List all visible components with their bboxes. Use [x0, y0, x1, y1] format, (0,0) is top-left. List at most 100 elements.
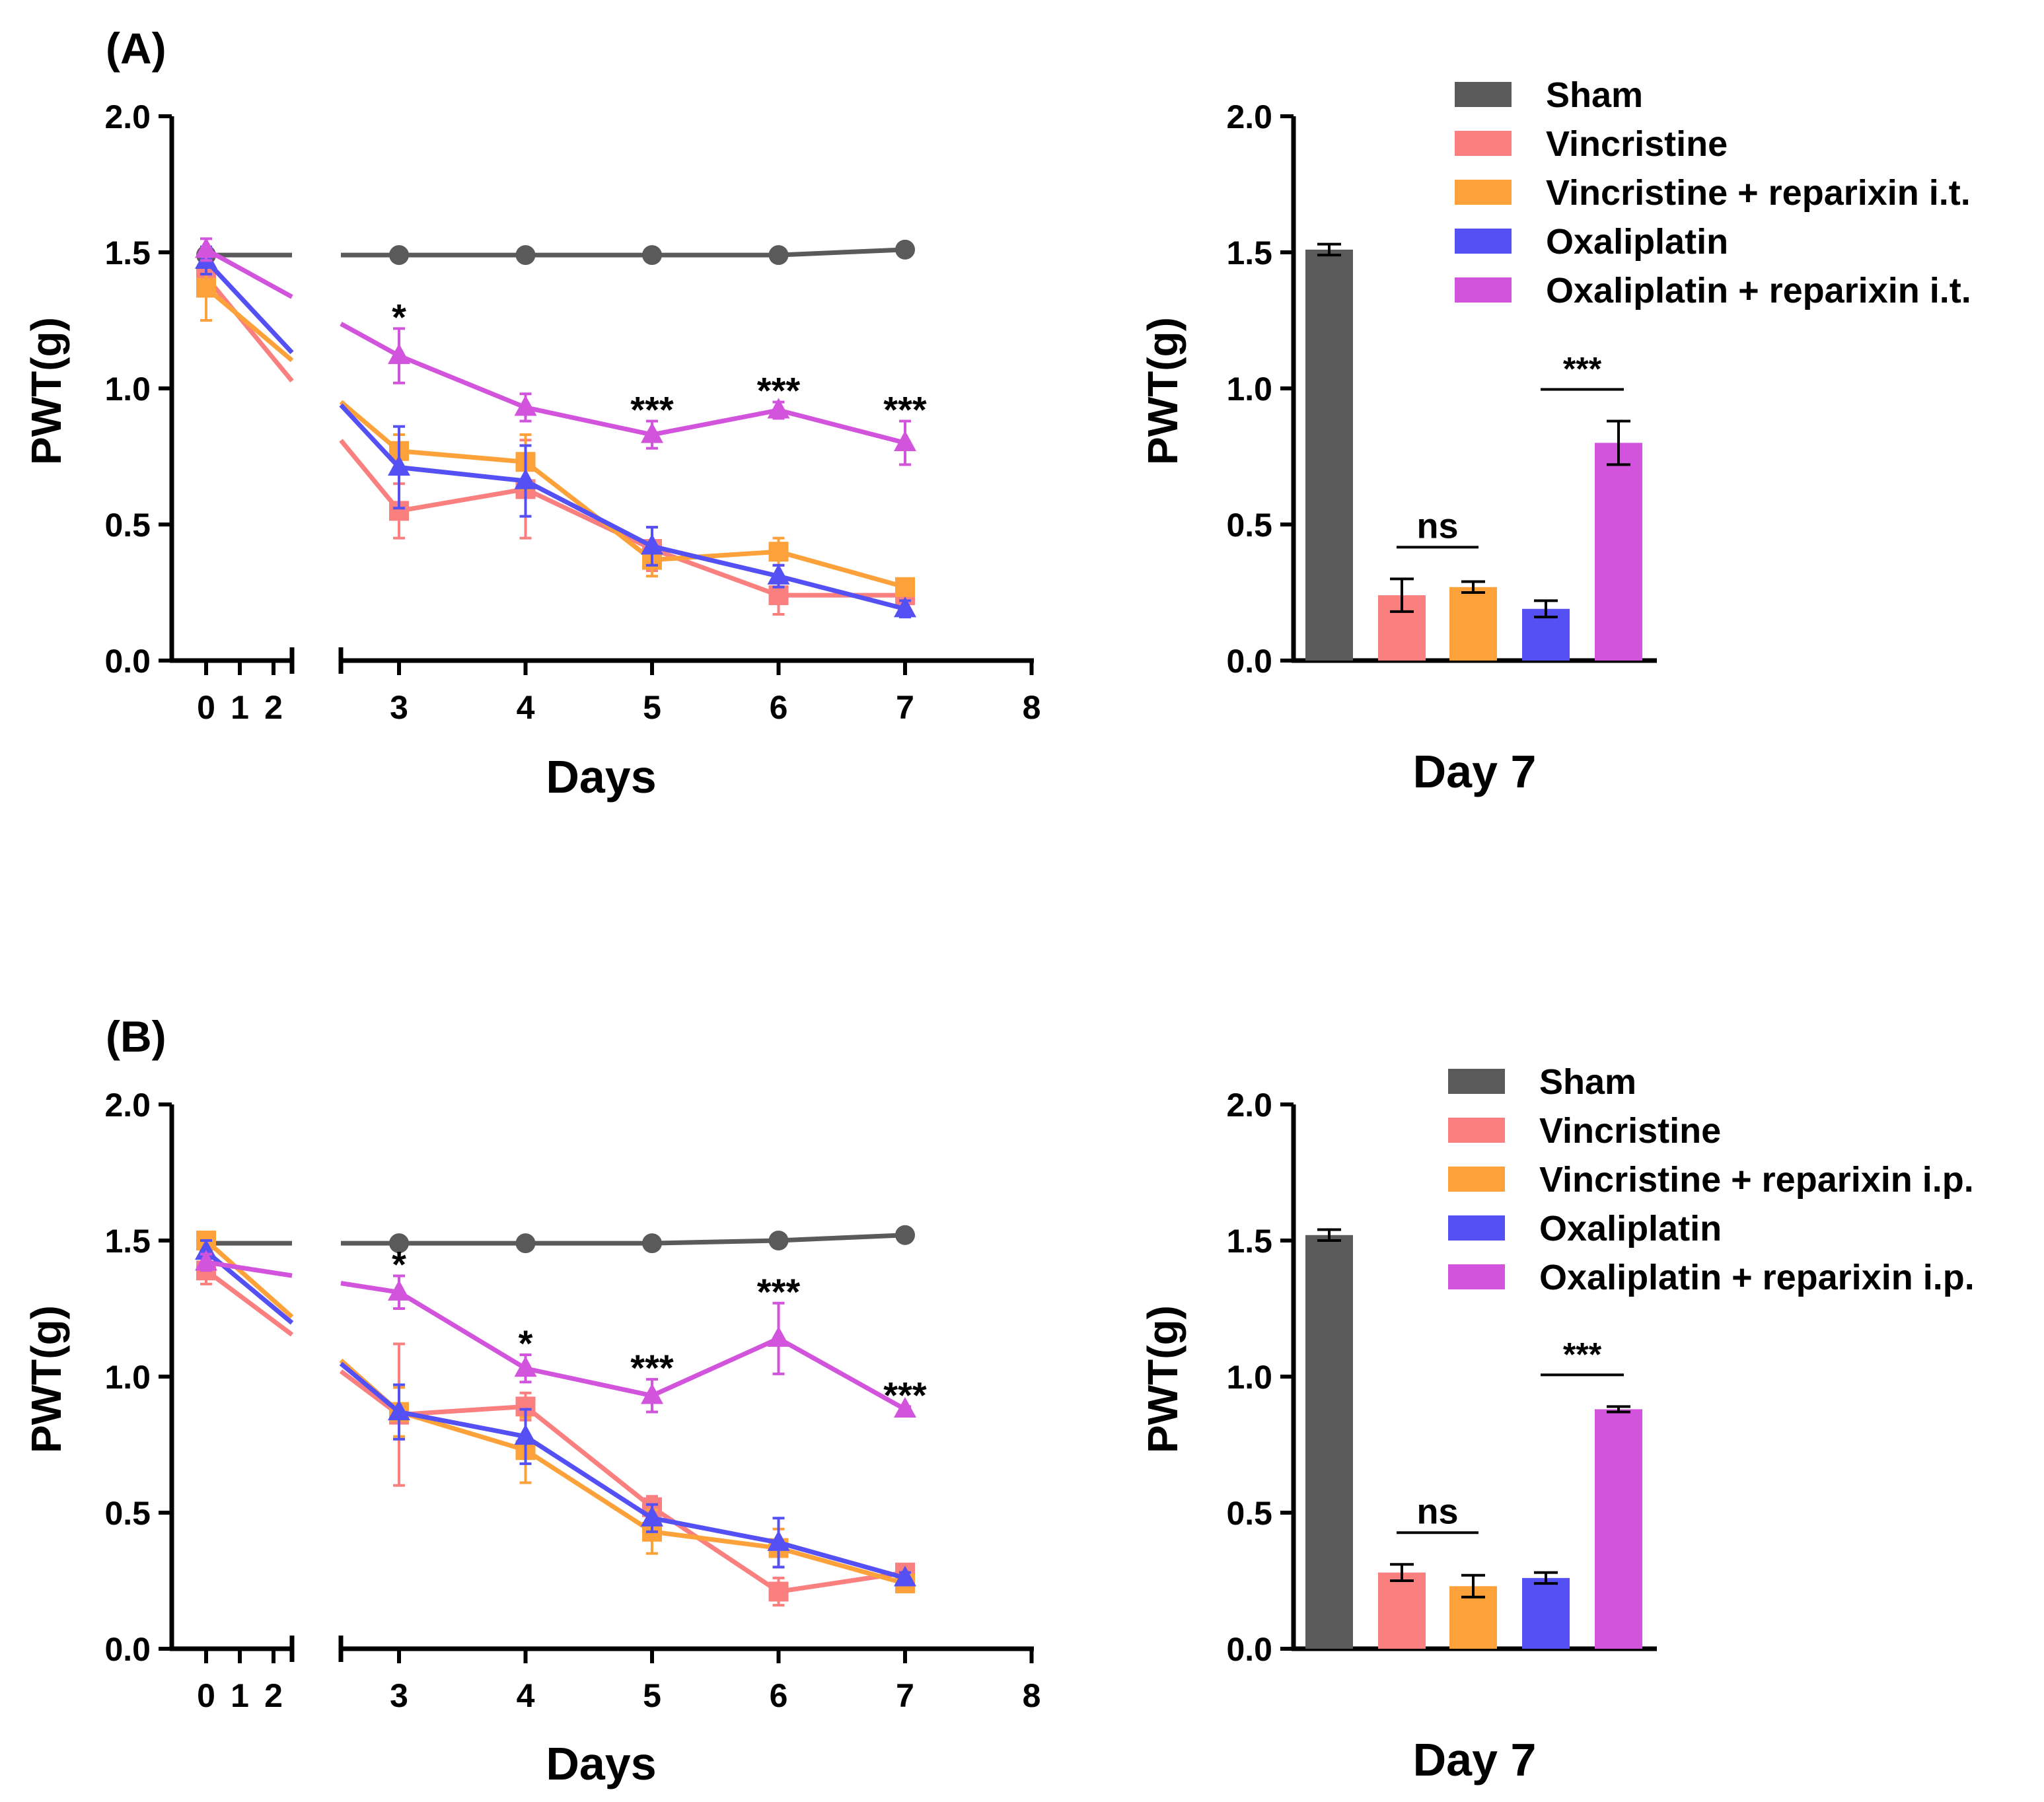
- legend-swatch-oxaliplatin: [1448, 1215, 1505, 1241]
- bar-oxaliplatin: [1522, 1577, 1570, 1649]
- legend-label-vincristine: Vincristine: [1546, 124, 1728, 164]
- data-point: [768, 245, 789, 266]
- bar-vincristine: [1378, 1572, 1426, 1649]
- data-point: [768, 1581, 789, 1602]
- significance-label: ***: [630, 1347, 674, 1388]
- panel-label-b: (B): [106, 1012, 166, 1061]
- x-tick-label: 4: [517, 689, 535, 726]
- y-tick-label: 1.0: [1226, 1359, 1272, 1396]
- legend-swatch-sham: [1448, 1069, 1505, 1094]
- series-sham: [196, 1225, 915, 1254]
- series-line-segment: [204, 285, 294, 363]
- legend-swatch-oxaliplatin: [1455, 229, 1512, 254]
- series-line-segment: [204, 258, 294, 355]
- y-tick-label: 1.0: [1226, 371, 1272, 408]
- x-tick-label: 6: [770, 1677, 788, 1714]
- y-tick-label: 0.5: [104, 507, 151, 544]
- data-point: [767, 398, 790, 419]
- significance-label: *: [519, 1322, 533, 1364]
- bar-sham: [1305, 249, 1353, 661]
- legend-b: Sham Vincristine Vincristine + reparixin i…: [1448, 1062, 1975, 1297]
- significance-label: *: [392, 1244, 406, 1285]
- legend-label-oxaliplatin: Oxaliplatin: [1539, 1209, 1722, 1248]
- x-tick-label: 1: [231, 1677, 249, 1714]
- x-tick-label: 5: [643, 689, 661, 726]
- legend-label-vincristine-reparixin-i-t: Vincristine + reparixin i.t.: [1546, 173, 1971, 213]
- series-sham: [196, 239, 915, 266]
- data-point: [515, 245, 536, 266]
- legend-swatch-vincristine: [1448, 1118, 1505, 1143]
- data-point: [894, 596, 916, 618]
- y-tick-label: 1.0: [104, 371, 151, 408]
- y-tick-label: 0.0: [104, 1631, 151, 1668]
- bar-b-xlabel: Day 7: [1413, 1734, 1537, 1785]
- data-point: [514, 395, 537, 416]
- data-point: [895, 239, 915, 260]
- series-line-segment: [340, 1281, 400, 1295]
- bar-a-ylabel: PWT(g): [1139, 317, 1186, 465]
- bar-oxaliplatin-reparixin-i-t: [1595, 443, 1642, 661]
- data-point: [768, 542, 789, 562]
- panel-label-a: (A): [106, 24, 166, 73]
- y-tick-label: 0.5: [104, 1495, 151, 1532]
- significance-label: ns: [1416, 506, 1458, 546]
- series-line-segment: [339, 439, 401, 513]
- data-point: [196, 277, 216, 298]
- y-tick-label: 2.0: [104, 1087, 151, 1124]
- x-tick-label: 7: [896, 689, 914, 726]
- y-tick-label: 1.0: [104, 1359, 151, 1396]
- data-point: [768, 1231, 789, 1250]
- significance-label: ns: [1416, 1492, 1458, 1531]
- legend-label-sham: Sham: [1539, 1062, 1636, 1102]
- x-tick-label: 2: [264, 1677, 283, 1714]
- data-point: [895, 577, 915, 597]
- series-oxaliplatin: [195, 1239, 916, 1587]
- series-line-segment: [205, 247, 293, 299]
- series-line-segment: [339, 1361, 401, 1414]
- series-vincristine-reparixin-i-p: [196, 1231, 915, 1594]
- x-tick-label: 8: [1023, 689, 1041, 726]
- x-tick-label: 7: [896, 1677, 914, 1714]
- data-point: [768, 585, 789, 606]
- x-tick-label: 6: [770, 689, 788, 726]
- significance-label: *: [392, 296, 406, 338]
- bar-chart-a: 0.0 0.5 1.0 1.5 2.0 ns ***: [1226, 98, 1657, 680]
- x-tick-label: 0: [197, 689, 215, 726]
- legend-swatch-sham: [1455, 82, 1512, 107]
- series-line-segment: [205, 1260, 293, 1278]
- data-point: [641, 534, 663, 555]
- bar-b-ylabel: PWT(g): [1139, 1305, 1186, 1453]
- data-point: [894, 1396, 916, 1418]
- significance-label: ***: [883, 388, 927, 430]
- line-b-xlabel: Days: [546, 1738, 656, 1789]
- legend-label-sham: Sham: [1546, 75, 1643, 115]
- x-tick-label: 0: [197, 1677, 215, 1714]
- y-tick-label: 2.0: [1226, 98, 1272, 135]
- legend-label-oxaliplatin-reparixin-i-p: Oxaliplatin + reparixin i.p.: [1539, 1258, 1975, 1297]
- data-point: [767, 1530, 790, 1551]
- data-point: [515, 1233, 536, 1254]
- line-chart-a: 0.00.51.01.52.00 1 2 3 4 5 6 7 8**** *** ***: [104, 98, 1040, 726]
- data-point: [642, 1233, 662, 1254]
- data-point: [767, 563, 790, 585]
- significance-label: ***: [1563, 350, 1602, 387]
- legend-swatch-oxaliplatin-reparixin-i-t: [1455, 277, 1512, 303]
- bar-oxaliplatin-reparixin-i-p: [1595, 1409, 1642, 1649]
- series-oxaliplatin-reparixin-i-p: [195, 1250, 916, 1418]
- significance-label: ***: [630, 388, 674, 430]
- y-tick-label: 1.5: [1226, 1223, 1272, 1260]
- data-point: [514, 1424, 537, 1445]
- legend-label-vincristine: Vincristine: [1539, 1111, 1721, 1151]
- legend-swatch-vincristine: [1455, 131, 1512, 156]
- data-point: [767, 1326, 790, 1347]
- y-tick-label: 2.0: [1226, 1087, 1272, 1124]
- x-tick-label: 3: [390, 689, 408, 726]
- significance-label: ***: [883, 1374, 927, 1416]
- series-line-segment: [204, 1268, 294, 1337]
- y-tick-label: 0.0: [104, 643, 151, 680]
- data-point: [895, 1225, 915, 1245]
- data-point: [514, 468, 537, 489]
- y-tick-label: 0.0: [1226, 643, 1272, 680]
- series-line-segment: [339, 403, 401, 469]
- data-point: [388, 454, 410, 476]
